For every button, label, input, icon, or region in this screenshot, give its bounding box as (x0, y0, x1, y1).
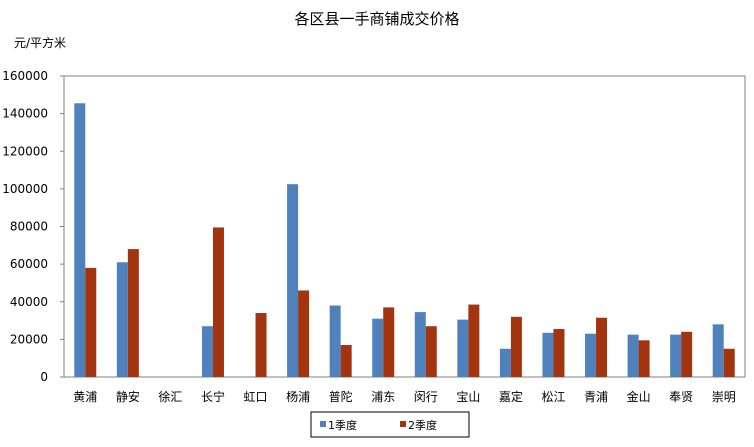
legend-box (310, 411, 470, 438)
category-label: 徐汇 (158, 389, 182, 404)
category-label: 静安 (116, 389, 140, 404)
bar-1-13 (627, 334, 639, 377)
bar-1-14 (670, 334, 682, 377)
bar-2-14 (681, 331, 693, 377)
legend-swatch-1 (320, 421, 326, 427)
y-axis-unit: 元/平方米 (14, 35, 66, 50)
y-tick-label: 100000 (2, 182, 48, 196)
legend-swatch-2 (400, 421, 406, 427)
bar-1-12 (585, 333, 597, 377)
bar-2-3 (212, 227, 224, 377)
category-label: 黄浦 (73, 390, 97, 404)
bar-1-15 (712, 324, 724, 377)
y-tick-label: 20000 (10, 332, 48, 346)
bar-2-4 (255, 313, 267, 377)
bar-1-11 (542, 332, 554, 377)
y-tick-label: 40000 (10, 295, 48, 309)
y-tick-label: 160000 (2, 69, 48, 83)
bar-1-5 (287, 184, 299, 377)
bar-2-7 (383, 307, 395, 377)
bar-2-11 (553, 329, 565, 377)
y-tick-label: 80000 (10, 220, 48, 234)
category-label: 宝山 (456, 390, 480, 404)
plot-area: 0 20000 40000 60000 80000 100000 120000 140000 1… (2, 69, 746, 404)
bar-2-1 (127, 249, 139, 377)
legend: 1季度 2季度 (310, 411, 470, 438)
bar-1-7 (372, 318, 384, 377)
bar-2-8 (425, 326, 437, 377)
bar-2-5 (298, 290, 310, 377)
bar-2-15 (723, 348, 735, 377)
bar-2-6 (340, 345, 352, 377)
legend-label-2: 2季度 (408, 418, 437, 432)
bar-1-10 (499, 348, 511, 377)
legend-label-1: 1季度 (328, 418, 357, 432)
bar-2-0 (85, 267, 97, 377)
category-label: 浦东 (371, 390, 395, 404)
category-label: 奉贤 (669, 390, 693, 404)
bar-2-12 (596, 317, 608, 377)
category-label: 崇明 (712, 390, 736, 404)
bar-1-0 (74, 103, 86, 377)
category-label: 闵行 (414, 389, 438, 404)
category-label: 嘉定 (499, 389, 523, 404)
category-label: 松江 (541, 390, 565, 404)
bar-1-8 (414, 312, 426, 377)
category-label: 青浦 (584, 390, 608, 404)
bar-1-9 (457, 319, 469, 377)
bar-2-10 (510, 316, 522, 377)
chart-title: 各区县一手商铺成交价格 (294, 10, 459, 28)
bar-2-13 (638, 340, 650, 377)
y-tick-label: 0 (40, 370, 48, 384)
y-tick-label: 120000 (2, 144, 48, 158)
category-label: 普陀 (329, 389, 353, 404)
bar-2-9 (468, 304, 480, 377)
bar-1-3 (201, 326, 213, 377)
y-tick-label: 140000 (2, 107, 48, 121)
plot-frame (63, 75, 746, 378)
bar-1-6 (329, 305, 341, 377)
category-label: 杨浦 (286, 389, 310, 404)
category-label: 虹口 (244, 390, 268, 404)
category-label: 金山 (627, 389, 651, 404)
category-label: 长宁 (201, 389, 225, 404)
y-tick-label: 60000 (10, 257, 48, 271)
bar-1-1 (116, 262, 128, 377)
